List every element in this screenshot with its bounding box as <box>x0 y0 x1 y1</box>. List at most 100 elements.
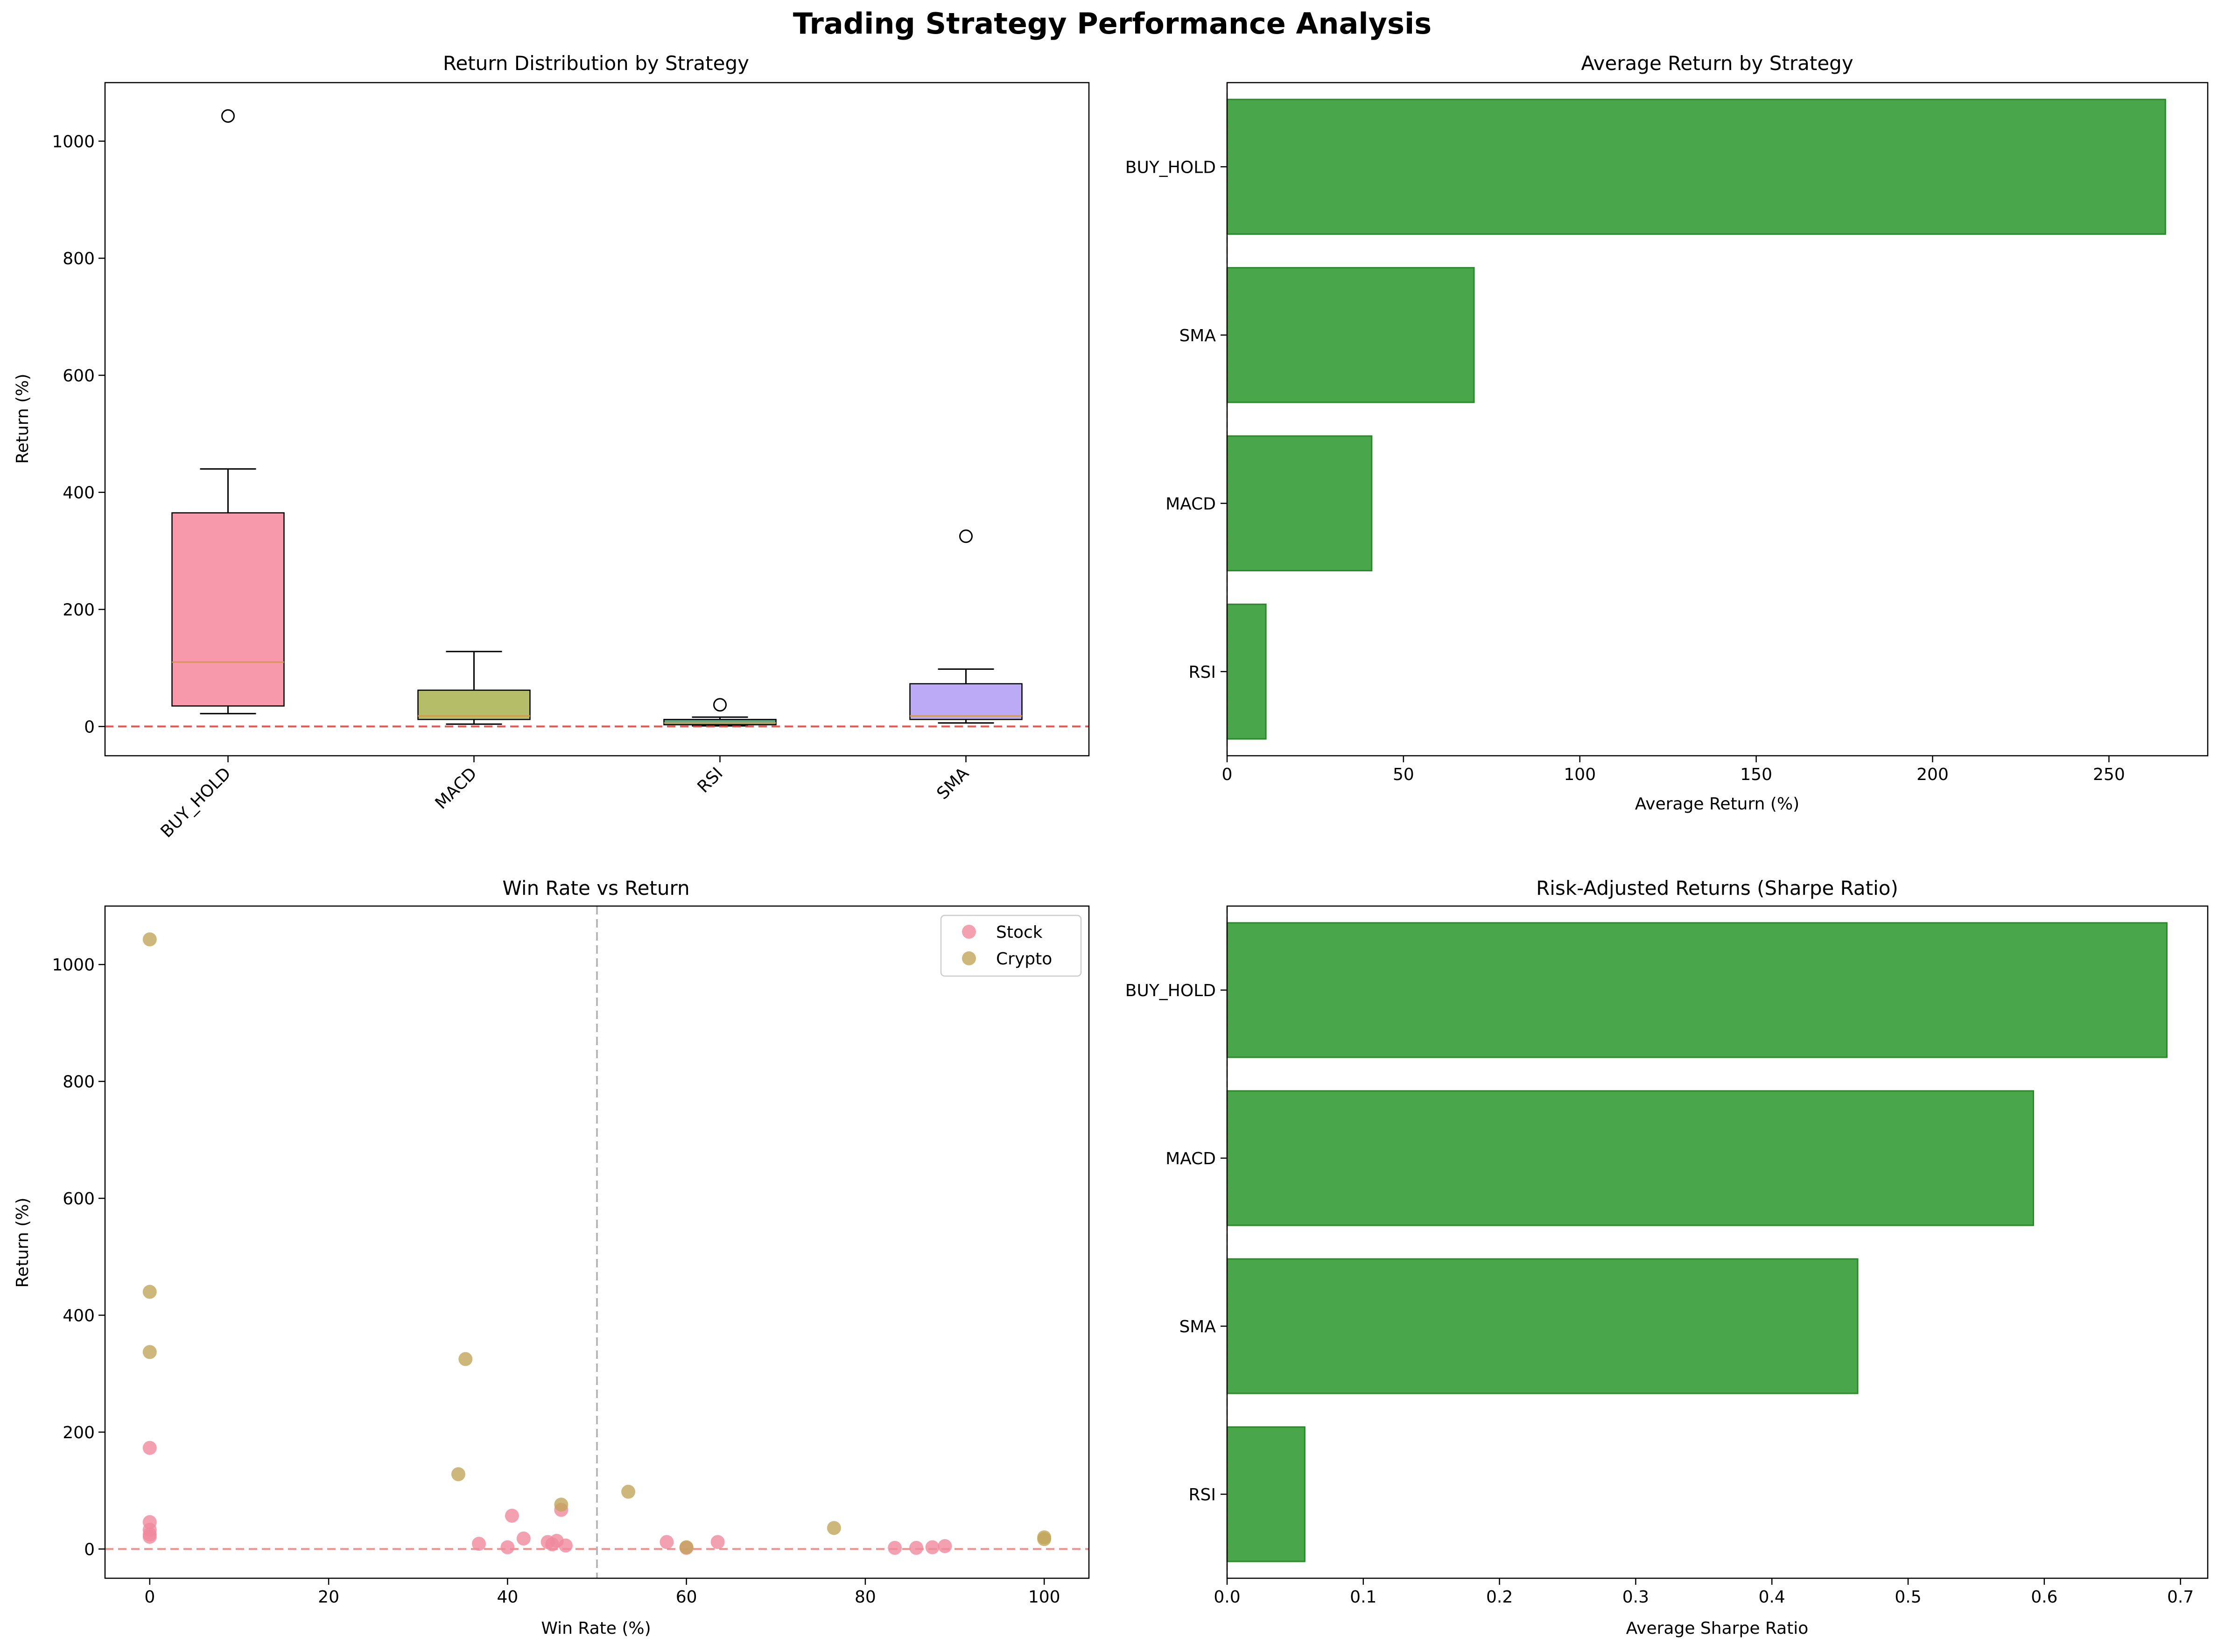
avg-y-tick-label-macd: MACD <box>1165 494 1216 513</box>
x-tick-label-rsi: RSI <box>694 764 727 796</box>
sharpe-bar-macd <box>1226 1090 2034 1226</box>
sharpe-chart-title: Risk-Adjusted Returns (Sharpe Ratio) <box>1536 877 1898 900</box>
legend-box <box>940 914 1082 977</box>
avg-bar-rsi <box>1226 604 1267 740</box>
avg-bar-sma <box>1226 267 1475 403</box>
scatter-y-tick-label-1000: 1000 <box>52 956 95 975</box>
sharpe-bar-rsi <box>1226 1426 1306 1562</box>
scatter-y-tick-label-200: 200 <box>63 1423 95 1442</box>
scatter-x-tick-label-100: 100 <box>1028 1588 1060 1607</box>
scatter-point-crypto-4 <box>458 1352 473 1366</box>
scatter-point-crypto-10 <box>1037 1532 1052 1547</box>
scatter-point-stock-0 <box>142 1441 157 1455</box>
y-tick-label-400: 400 <box>63 484 95 503</box>
scatter-point-stock-6 <box>500 1540 515 1554</box>
avg-y-tick-label-buy-hold: BUY_HOLD <box>1125 158 1216 177</box>
scatter-point-crypto-7 <box>679 1540 694 1554</box>
avg-frame <box>1226 82 2209 757</box>
box-rsi <box>663 719 777 725</box>
scatter-y-tick-label-800: 800 <box>63 1073 95 1092</box>
box-outlier-rsi-0 <box>713 698 727 712</box>
y-tick-label-200: 200 <box>63 601 95 620</box>
scatter-point-stock-17 <box>888 1540 902 1555</box>
scatter-point-stock-13 <box>558 1538 573 1553</box>
scatter-x-tick-label-40: 40 <box>497 1588 518 1607</box>
sharpe-x-tick-label-0.6: 0.6 <box>2031 1588 2057 1607</box>
sharpe-x-tick-label-0.1: 0.1 <box>1350 1588 1376 1607</box>
scatter-point-stock-16 <box>710 1535 725 1549</box>
average-return-panel: Average Return by Strategy Average Retur… <box>1125 52 2209 814</box>
scatter-x-axis-label: Win Rate (%) <box>541 1619 651 1638</box>
scatter-x-tick-label-80: 80 <box>855 1588 876 1607</box>
sharpe-x-tick-label-0.7: 0.7 <box>2167 1588 2194 1607</box>
figure-title: Trading Strategy Performance Analysis <box>793 7 1432 41</box>
sharpe-x-axis-label: Average Sharpe Ratio <box>1626 1619 1809 1638</box>
scatter-point-stock-4 <box>142 1530 157 1544</box>
sharpe-x-tick-label-0.5: 0.5 <box>1895 1588 1921 1607</box>
scatter-x-tick-label-20: 20 <box>318 1588 339 1607</box>
scatter-y-axis-label: Return (%) <box>13 1197 32 1287</box>
scatter-point-stock-19 <box>925 1540 940 1554</box>
sharpe-y-tick-label-buy-hold: BUY_HOLD <box>1125 981 1216 1000</box>
y-tick-label-0: 0 <box>84 717 95 737</box>
avg-x-tick-label-50: 50 <box>1393 765 1414 784</box>
y-tick-label-1000: 1000 <box>52 132 95 151</box>
scatter-point-stock-14 <box>660 1535 674 1549</box>
sharpe-y-tick-label-macd: MACD <box>1165 1149 1216 1168</box>
sharpe-frame <box>1226 905 2209 1579</box>
x-tick-label-buy-hold: BUY_HOLD <box>157 764 235 841</box>
win-rate-vs-return-panel: Win Rate vs Return Win Rate (%) Return (… <box>13 877 1090 1638</box>
box-outlier-sma-0 <box>959 529 973 543</box>
scatter-chart-title: Win Rate vs Return <box>502 877 689 900</box>
scatter-point-crypto-3 <box>451 1467 465 1482</box>
avg-x-tick-label-200: 200 <box>1916 765 1949 784</box>
avg-x-tick-label-250: 250 <box>2093 765 2125 784</box>
box-macd <box>417 689 531 720</box>
y-tick-label-600: 600 <box>63 366 95 386</box>
sharpe-bar-sma <box>1226 1258 1859 1394</box>
sharpe-bar-buy-hold <box>1226 922 2168 1058</box>
sharpe-y-tick-label-rsi: RSI <box>1189 1485 1216 1504</box>
x-tick-label-sma: SMA <box>933 764 973 803</box>
scatter-point-crypto-0 <box>142 932 157 947</box>
box-sma <box>909 683 1023 720</box>
avg-x-axis-label: Average Return (%) <box>1635 794 1799 814</box>
sharpe-y-tick-label-sma: SMA <box>1179 1317 1216 1336</box>
sharpe-x-tick-label-0.4: 0.4 <box>1759 1588 1785 1607</box>
legend-label-crypto: Crypto <box>996 949 1052 969</box>
scatter-point-crypto-6 <box>621 1484 636 1499</box>
box-plot-frame <box>104 82 1090 757</box>
scatter-point-stock-18 <box>909 1540 924 1555</box>
legend-label-stock: Stock <box>996 923 1043 942</box>
scatter-y-tick-label-600: 600 <box>63 1189 95 1209</box>
avg-bar-buy-hold <box>1226 98 2166 235</box>
y-tick-label-800: 800 <box>63 249 95 268</box>
avg-x-tick-label-0: 0 <box>1222 765 1233 784</box>
sharpe-ratio-panel: Risk-Adjusted Returns (Sharpe Ratio) Ave… <box>1125 877 2209 1638</box>
x-tick-label-macd: MACD <box>432 764 481 813</box>
avg-bar-macd <box>1226 435 1373 571</box>
box-outlier-buy-hold-0 <box>221 109 235 123</box>
legend-marker-crypto <box>962 951 976 965</box>
scatter-point-stock-5 <box>472 1537 486 1551</box>
scatter-frame <box>104 905 1090 1579</box>
scatter-y-tick-label-0: 0 <box>84 1540 95 1559</box>
avg-x-tick-label-150: 150 <box>1740 765 1772 784</box>
avg-chart-title: Average Return by Strategy <box>1581 52 1853 75</box>
scatter-point-crypto-5 <box>554 1497 569 1512</box>
scatter-point-stock-7 <box>505 1509 519 1523</box>
scatter-x-tick-label-0: 0 <box>144 1588 155 1607</box>
scatter-x-tick-label-60: 60 <box>676 1588 697 1607</box>
box-chart-title: Return Distribution by Strategy <box>443 52 749 75</box>
sharpe-x-tick-label-0.0: 0.0 <box>1214 1588 1240 1607</box>
avg-x-tick-label-100: 100 <box>1564 765 1596 784</box>
scatter-point-stock-20 <box>938 1539 952 1554</box>
avg-y-tick-label-rsi: RSI <box>1189 663 1216 682</box>
scatter-point-crypto-2 <box>142 1345 157 1359</box>
return-distribution-panel: Return Distribution by Strategy Return (… <box>13 52 1090 842</box>
scatter-point-stock-8 <box>516 1531 531 1546</box>
box-buy-hold <box>171 512 285 707</box>
scatter-y-tick-label-400: 400 <box>63 1307 95 1326</box>
avg-y-tick-label-sma: SMA <box>1179 326 1216 345</box>
